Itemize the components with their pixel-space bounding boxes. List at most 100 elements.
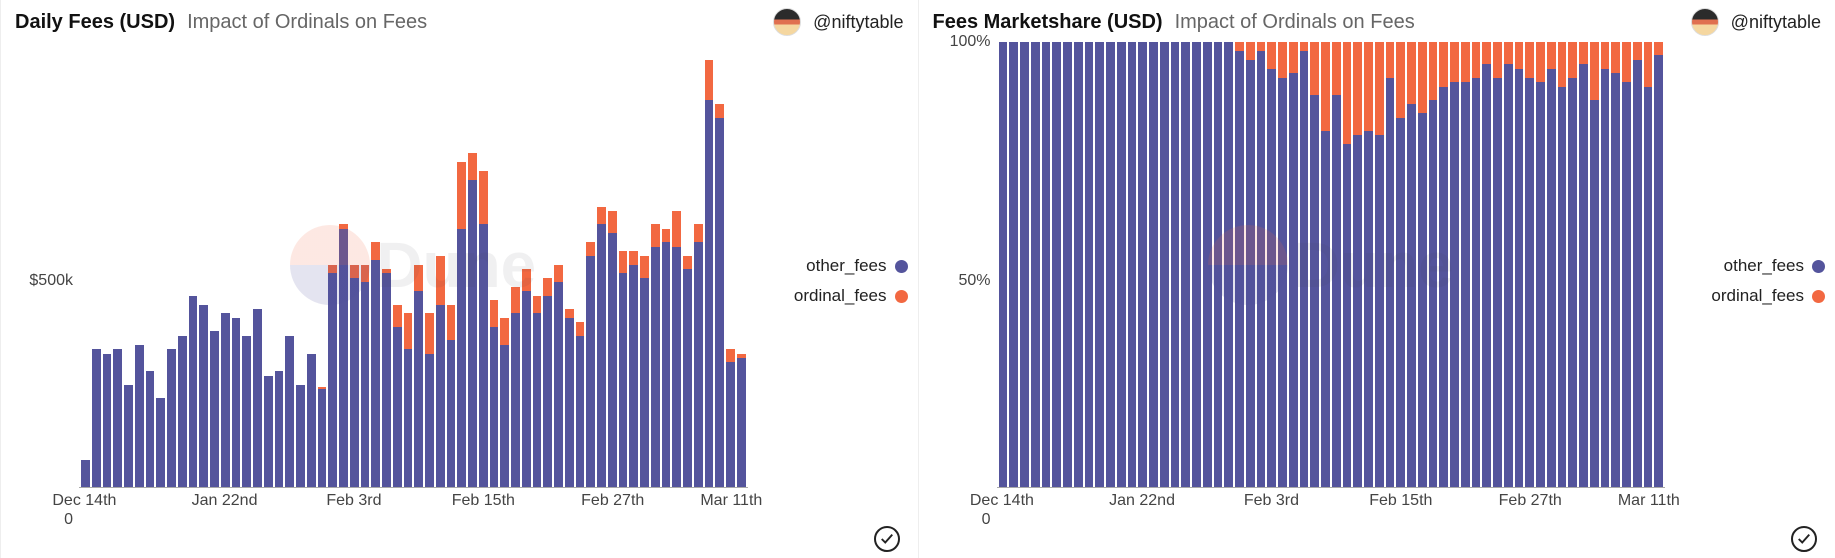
bar[interactable] [1504, 42, 1513, 487]
bar[interactable] [1568, 42, 1577, 487]
bar[interactable] [328, 42, 337, 487]
bar[interactable] [726, 42, 735, 487]
bar[interactable] [479, 42, 488, 487]
bar[interactable] [576, 42, 585, 487]
bar[interactable] [629, 42, 638, 487]
bar[interactable] [468, 42, 477, 487]
bar[interactable] [1654, 42, 1663, 487]
bar[interactable] [737, 42, 746, 487]
bar[interactable] [1214, 42, 1223, 487]
bar[interactable] [339, 42, 348, 487]
bar[interactable] [1257, 42, 1266, 487]
bar[interactable] [1558, 42, 1567, 487]
bar[interactable] [318, 42, 327, 487]
bar[interactable] [296, 42, 305, 487]
bar[interactable] [199, 42, 208, 487]
bar[interactable] [1160, 42, 1169, 487]
bar[interactable] [1074, 42, 1083, 487]
bar[interactable] [619, 42, 628, 487]
bar[interactable] [1515, 42, 1524, 487]
bar[interactable] [683, 42, 692, 487]
bar[interactable] [1042, 42, 1051, 487]
bar[interactable] [371, 42, 380, 487]
verified-icon[interactable] [874, 526, 900, 552]
legend-ordinal[interactable]: ordinal_fees [1679, 286, 1825, 306]
bar[interactable] [640, 42, 649, 487]
bar[interactable] [1235, 42, 1244, 487]
bar[interactable] [1031, 42, 1040, 487]
verified-icon[interactable] [1791, 526, 1817, 552]
bar[interactable] [393, 42, 402, 487]
legend-ordinal[interactable]: ordinal_fees [762, 286, 908, 306]
bar[interactable] [382, 42, 391, 487]
bar[interactable] [608, 42, 617, 487]
bar[interactable] [1203, 42, 1212, 487]
bar[interactable] [221, 42, 230, 487]
bar[interactable] [1310, 42, 1319, 487]
bar[interactable] [189, 42, 198, 487]
bar[interactable] [1472, 42, 1481, 487]
bar[interactable] [999, 42, 1008, 487]
bar[interactable] [135, 42, 144, 487]
bar[interactable] [113, 42, 122, 487]
plot-area[interactable]: Dune [79, 42, 748, 488]
bar[interactable] [447, 42, 456, 487]
bar[interactable] [1278, 42, 1287, 487]
legend-other[interactable]: other_fees [1679, 256, 1825, 276]
bar[interactable] [1106, 42, 1115, 487]
bar[interactable] [1138, 42, 1147, 487]
bar[interactable] [662, 42, 671, 487]
bar[interactable] [1407, 42, 1416, 487]
avatar[interactable] [1691, 8, 1719, 36]
bar[interactable] [210, 42, 219, 487]
bar[interactable] [565, 42, 574, 487]
bar[interactable] [1224, 42, 1233, 487]
bar[interactable] [1085, 42, 1094, 487]
bar[interactable] [1418, 42, 1427, 487]
bar[interactable] [425, 42, 434, 487]
bar[interactable] [533, 42, 542, 487]
bar[interactable] [694, 42, 703, 487]
bar[interactable] [1375, 42, 1384, 487]
bar[interactable] [1267, 42, 1276, 487]
bar[interactable] [264, 42, 273, 487]
bar[interactable] [651, 42, 660, 487]
bar[interactable] [167, 42, 176, 487]
bar[interactable] [1117, 42, 1126, 487]
bar[interactable] [1493, 42, 1502, 487]
bar[interactable] [1095, 42, 1104, 487]
bar[interactable] [103, 42, 112, 487]
bar[interactable] [1396, 42, 1405, 487]
bar[interactable] [490, 42, 499, 487]
author-handle[interactable]: @niftytable [1731, 12, 1821, 33]
bar[interactable] [81, 42, 90, 487]
bar[interactable] [350, 42, 359, 487]
bar[interactable] [1332, 42, 1341, 487]
bar[interactable] [715, 42, 724, 487]
bar[interactable] [361, 42, 370, 487]
bar[interactable] [500, 42, 509, 487]
bar[interactable] [1192, 42, 1201, 487]
bar[interactable] [1171, 42, 1180, 487]
bar[interactable] [178, 42, 187, 487]
bar[interactable] [124, 42, 133, 487]
bar[interactable] [1601, 42, 1610, 487]
avatar[interactable] [773, 8, 801, 36]
bar[interactable] [1439, 42, 1448, 487]
bar[interactable] [1482, 42, 1491, 487]
bar[interactable] [404, 42, 413, 487]
bar[interactable] [1525, 42, 1534, 487]
bar[interactable] [672, 42, 681, 487]
bar[interactable] [1644, 42, 1653, 487]
bar[interactable] [1181, 42, 1190, 487]
bar[interactable] [1052, 42, 1061, 487]
bar[interactable] [285, 42, 294, 487]
bar[interactable] [1289, 42, 1298, 487]
bar[interactable] [1622, 42, 1631, 487]
bar[interactable] [1386, 42, 1395, 487]
bar[interactable] [1579, 42, 1588, 487]
bar[interactable] [554, 42, 563, 487]
bar[interactable] [436, 42, 445, 487]
bar[interactable] [1128, 42, 1137, 487]
bar[interactable] [1020, 42, 1029, 487]
